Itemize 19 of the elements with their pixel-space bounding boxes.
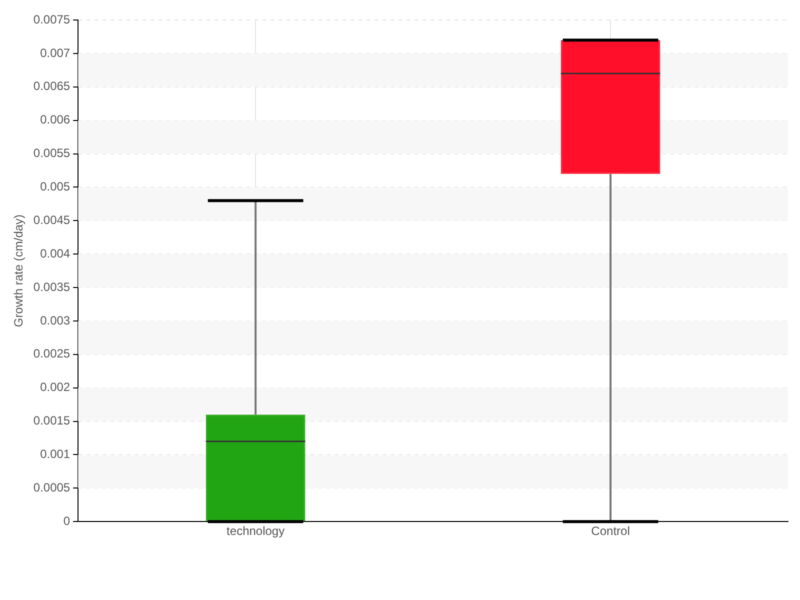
y-tick-label: 0.007 [40, 46, 70, 60]
y-tick-label: 0.0015 [33, 414, 70, 428]
y-tick-label: 0.003 [40, 313, 70, 328]
y-tick-label: 0.0065 [33, 79, 70, 94]
y-tick-label: 0.002 [40, 380, 70, 394]
y-tick-label: 0.0005 [33, 480, 70, 494]
y-axis-title: Growth rate (cm/day) [12, 214, 26, 328]
y-tick-label: 0.0025 [33, 346, 70, 361]
y-tick-label: 0.004 [40, 246, 70, 260]
x-tick-label: Control [591, 524, 630, 538]
y-tick-label: 0 [63, 514, 70, 528]
y-tick-label: 0.0035 [33, 280, 70, 294]
y-tick-label: 0.006 [40, 112, 70, 127]
y-tick-label: 0.005 [40, 180, 70, 194]
y-tick-label: 0.001 [40, 447, 70, 462]
y-tick-label: 0.0045 [33, 212, 70, 227]
y-tick-label: 0.0055 [33, 146, 70, 160]
y-tick-label: 0.0075 [33, 12, 70, 26]
x-tick-label: technology [226, 524, 285, 538]
